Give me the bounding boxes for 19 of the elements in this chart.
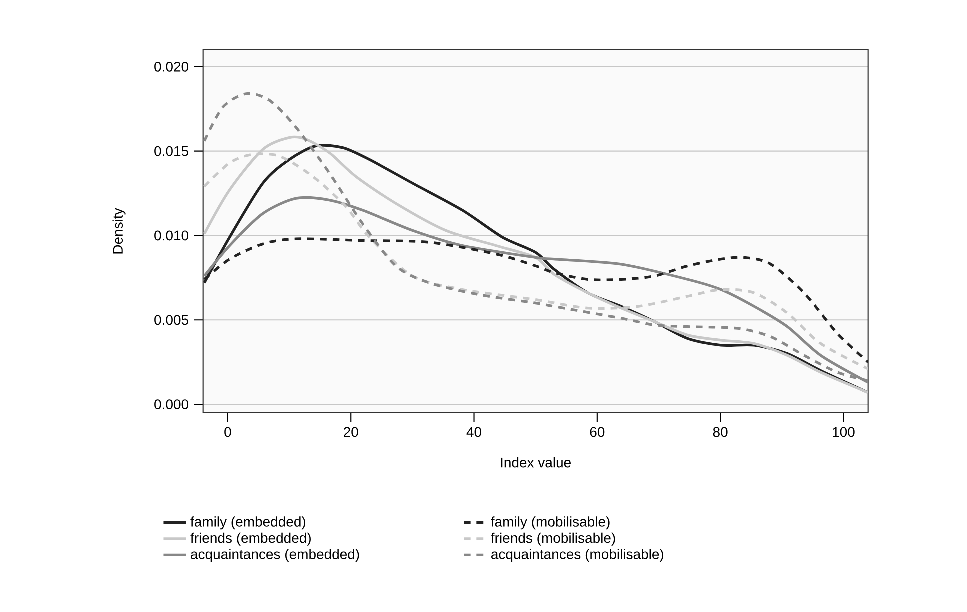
x-tick-label: 40 (466, 427, 482, 438)
legend-label: friends (mobilisable) (491, 532, 616, 546)
legend-label: acquaintances (mobilisable) (492, 549, 664, 562)
y-tick-label: 0.015 (154, 146, 188, 156)
y-tick-label: 0.000 (154, 400, 189, 410)
x-axis-title: Index value (501, 457, 571, 468)
x-tick-label: 80 (713, 427, 728, 438)
x-tick-label: 60 (590, 427, 605, 438)
x-tick-label: 20 (344, 427, 358, 438)
x-tick-label: 100 (833, 427, 855, 438)
y-axis-title: Density (112, 208, 126, 254)
y-tick-label: 0.020 (154, 62, 189, 72)
y-tick-label: 0.010 (154, 230, 189, 241)
y-tick-label: 0.005 (154, 315, 188, 326)
legend-label: friends (embedded) (190, 532, 311, 546)
legend-label: acquaintances (embedded) (191, 549, 360, 562)
x-tick-label: 0 (224, 427, 232, 438)
legend-label: family (mobilisable) (491, 516, 610, 530)
legend-label: family (embedded) (190, 516, 306, 530)
